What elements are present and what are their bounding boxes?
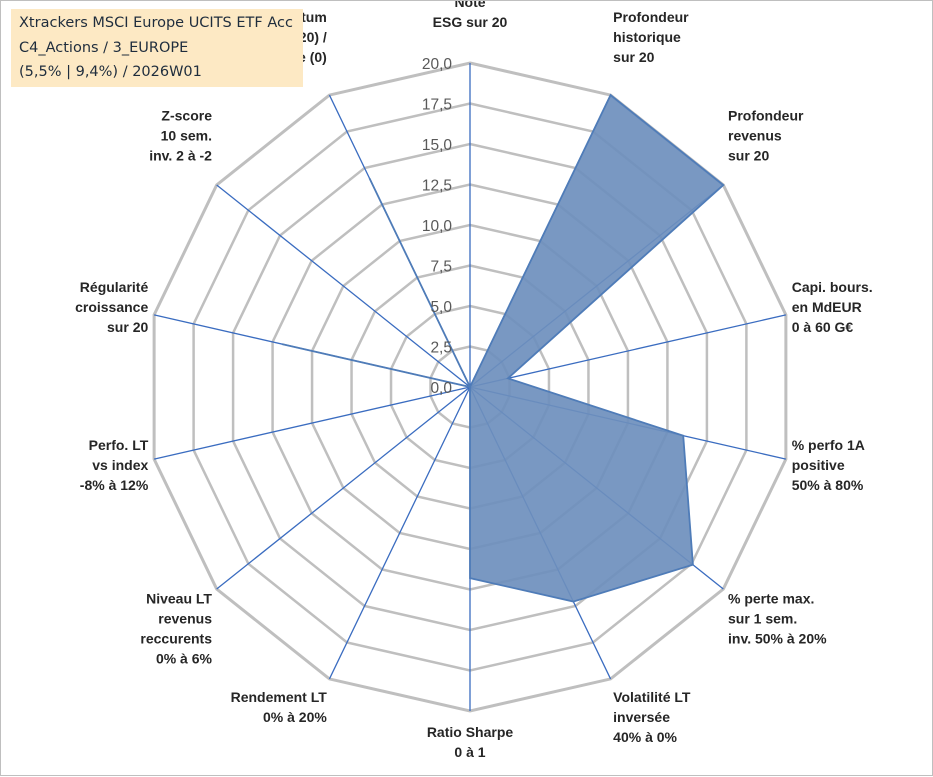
tick-label-4: 10,0 (422, 218, 453, 235)
tick-label-5: 12,5 (422, 178, 452, 195)
title-line-category: C4_Actions / 3_EUROPE (19, 40, 188, 56)
series-layer (282, 95, 723, 601)
series-area (282, 95, 723, 601)
tick-label-7: 17,5 (422, 97, 452, 114)
tick-label-3: 7,5 (430, 259, 452, 276)
tick-layer: 0,0 2,5 5,0 7,5 10,0 12,5 15,0 17,5 20,0 (422, 56, 453, 397)
axis-spoke-8 (329, 387, 470, 679)
tick-label-8: 20,0 (422, 56, 453, 73)
chart-title-box: Xtrackers MSCI Europe UCITS ETF Acc C4_A… (11, 9, 303, 87)
tick-label-1: 2,5 (430, 340, 452, 357)
tick-label-6: 15,0 (422, 137, 453, 154)
tick-label-2: 5,0 (430, 299, 452, 316)
title-line-fund: Xtrackers MSCI Europe UCITS ETF Acc (19, 15, 293, 31)
title-line-period: (5,5% | 9,4%) / 2026W01 (19, 64, 202, 80)
tick-label-0: 0,0 (430, 380, 452, 397)
axis-label-5: % perte max.sur 1 sem.inv. 50% à 20% (728, 591, 827, 647)
